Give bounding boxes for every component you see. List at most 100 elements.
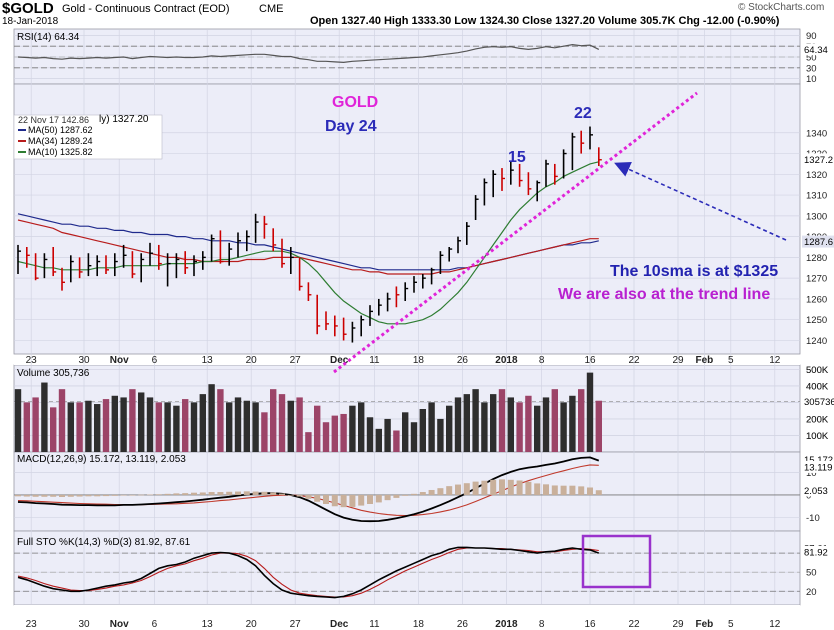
macd-histogram-bar [261,491,268,495]
x-tick-label: 2018 [495,355,518,366]
volume-bar [419,409,426,452]
volume-bar [305,432,312,452]
x-tick-label: 18 [413,619,425,630]
macd-histogram-bar [191,492,197,495]
macd-histogram-bar [428,489,435,495]
x-tick-label: 23 [26,619,38,630]
macd-hist-tag-box [802,484,834,497]
macd-histogram-bar [217,492,224,495]
macd-histogram-bar [419,492,426,495]
x-tick-label: 26 [457,355,469,366]
x-tick-label: 27 [290,355,302,366]
x-axis-strip-top [14,355,800,365]
volume-bar [560,402,567,452]
macd-value-tag: 15.172 [804,455,833,466]
macd-line [17,456,600,523]
price-bar [149,242,153,266]
x-tick-label: 13 [202,619,214,630]
macd-histogram-bar [349,494,356,507]
y-tick-label: 50 [806,53,817,64]
macd-histogram-bar [595,490,602,495]
macd-histogram-bar [182,493,189,495]
macd-histogram-bar [340,494,347,508]
annotation-15: 15 [508,149,526,166]
price-bar [166,253,171,287]
x-tick-label: 26 [457,619,469,630]
price-bar [527,172,532,196]
x-tick-label: 29 [672,619,684,630]
price-bar [316,294,321,335]
volume-bar [14,389,22,452]
volume-bar [437,418,444,452]
volume-bar [393,430,400,452]
volume-bar [586,372,594,452]
volume-label: Volume 305,736 [17,368,90,379]
macd-histogram-bar [279,493,285,495]
volume-bar [94,404,101,452]
price-bar [105,255,109,274]
volume-bar [120,397,127,452]
volume-bar [322,422,330,452]
quote-summary: Open 1327.40 High 1333.30 Low 1324.30 Cl… [310,15,780,27]
volume-bar [217,389,224,452]
x-tick-label: Feb [696,619,714,630]
price-bar [518,163,523,187]
volume-bar [278,394,286,452]
volume-bar [463,394,470,452]
volume-bar [199,394,206,452]
annotation-trendline: We are also at the trend line [558,286,770,303]
x-tick-label: 16 [584,619,596,630]
chart-date: 18-Jan-2018 [2,16,59,27]
macd-histogram-bar [463,483,470,495]
volume-bar [410,422,418,452]
x-tick-label: 29 [672,355,684,366]
ma50-value-tag: 1287.6 [804,237,833,248]
price-bar [580,130,585,154]
macd-histogram-bar [23,494,30,497]
x-tick-label: 22 [628,619,640,630]
price-bar [395,286,400,308]
contract-name: Gold - Continuous Contract (EOD) [62,3,230,15]
volume-bar [208,384,215,452]
price-bar [96,255,101,277]
sto-k-tag: 81.92 [804,547,828,558]
volume-bar [102,399,110,452]
macd-histogram-bar [569,485,576,495]
price-bar [351,321,356,343]
volume-bar [243,400,250,452]
price-bar [369,305,373,326]
volume-bar [226,402,233,452]
price-bar [70,255,74,283]
macd-signal-tag-box [802,460,834,473]
x-tick-label: 30 [78,355,90,366]
price-bar [342,317,347,341]
volume-bar [252,402,259,452]
macd-histogram-bar [32,494,39,497]
price-bar [492,170,497,198]
stock-chart: 23233030NovNov66131320202727DecDec111118… [13,28,834,630]
macd-histogram-bar [472,481,479,495]
macd-histogram-bar [481,480,488,495]
macd-histogram-bar [331,494,338,507]
price-bar [325,311,329,331]
price-bar [52,247,57,277]
volume-bar [551,389,558,452]
macd-histogram-bar [455,484,461,495]
macd-histogram-bar [85,494,92,497]
stochastic-highlight-box [581,534,652,589]
rsi-line [17,43,600,64]
volume-bar [578,389,585,452]
volume-bar [164,402,171,452]
price-bar [61,267,65,291]
macd-histogram-bar [147,494,153,496]
volume-bar [490,394,497,452]
y-tick-label: 1300 [806,211,827,222]
x-tick-label: 12 [769,619,781,630]
price-bar [333,315,338,337]
price-bar [272,228,277,252]
macd-histogram-bar [305,494,312,499]
price-bar [501,168,505,191]
price-bar [263,215,268,239]
y-tick-label: 10 [806,74,817,85]
y-tick-label: 200K [806,414,829,425]
